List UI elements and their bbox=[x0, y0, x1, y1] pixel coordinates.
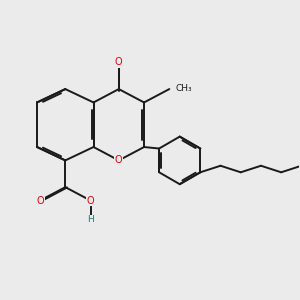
Text: O: O bbox=[87, 196, 94, 206]
Text: O: O bbox=[115, 155, 123, 165]
Text: O: O bbox=[115, 57, 123, 67]
Text: O: O bbox=[36, 196, 44, 206]
Text: CH₃: CH₃ bbox=[176, 84, 193, 93]
Text: H: H bbox=[87, 215, 94, 224]
